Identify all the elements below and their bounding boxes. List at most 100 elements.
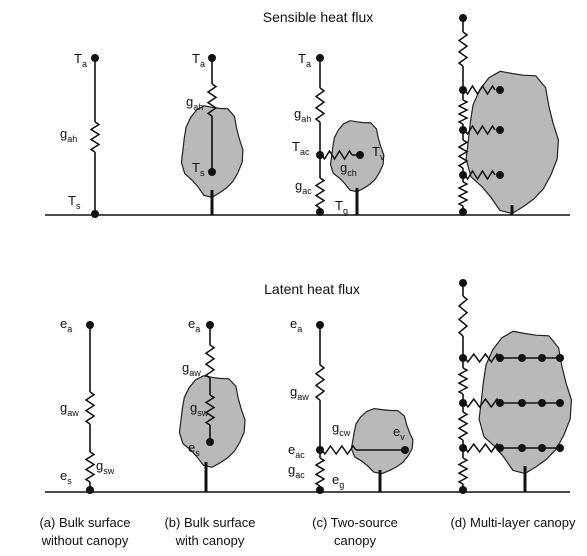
- resistor: [86, 452, 94, 482]
- resistor: [459, 412, 467, 440]
- label: eac: [288, 442, 305, 460]
- node: [538, 399, 546, 407]
- node: [316, 486, 324, 494]
- label-base: g: [294, 106, 301, 121]
- label: gaw: [60, 400, 79, 418]
- label-base: g: [340, 160, 347, 175]
- label-base: e: [332, 472, 339, 487]
- label: gcw: [332, 420, 351, 438]
- label: Tac: [292, 139, 310, 157]
- label-sub: sw: [103, 466, 115, 476]
- caption: canopy: [334, 533, 376, 548]
- node: [91, 210, 99, 218]
- label: Tg: [335, 198, 348, 216]
- label: gah: [60, 126, 77, 144]
- label-base: e: [188, 440, 195, 455]
- node: [316, 208, 324, 216]
- label-base: e: [60, 468, 67, 483]
- label-sub: ac: [302, 186, 312, 196]
- node: [459, 279, 467, 287]
- label-base: e: [188, 316, 195, 331]
- label-sub: ac: [300, 147, 310, 157]
- label-sub: s: [195, 448, 200, 458]
- label-sub: a: [306, 59, 311, 69]
- label-sub: v: [380, 152, 385, 162]
- label-base: T: [192, 160, 200, 175]
- resistor: [316, 178, 324, 208]
- label-sub: ah: [67, 134, 77, 144]
- node: [556, 354, 564, 362]
- label-sub: s: [76, 201, 81, 211]
- node: [356, 151, 364, 159]
- caption: (b) Bulk surface: [164, 515, 255, 530]
- node: [206, 438, 214, 446]
- label-sub: s: [67, 476, 72, 486]
- node: [518, 354, 526, 362]
- label-base: T: [68, 193, 76, 208]
- label: ea: [60, 316, 72, 334]
- label-sub: cw: [339, 428, 351, 438]
- label-sub: a: [200, 59, 205, 69]
- label: gah: [294, 106, 311, 124]
- label-base: g: [190, 400, 197, 415]
- resistor: [316, 365, 324, 400]
- resistor: [459, 458, 467, 484]
- label-sub: aw: [189, 368, 201, 378]
- label: gac: [288, 462, 305, 480]
- label-sub: g: [343, 206, 348, 216]
- label-base: T: [335, 198, 343, 213]
- label-base: g: [182, 360, 189, 375]
- node: [518, 399, 526, 407]
- resistor: [459, 296, 467, 336]
- label: gsw: [96, 458, 115, 476]
- caption: (a) Bulk surface: [39, 515, 130, 530]
- node: [496, 126, 504, 134]
- node: [538, 354, 546, 362]
- label-sub: a: [67, 324, 72, 334]
- label-sub: ch: [347, 168, 357, 178]
- label-sub: s: [200, 168, 205, 178]
- label: ea: [290, 316, 302, 334]
- caption: with canopy: [175, 533, 245, 548]
- label: gac: [295, 178, 312, 196]
- resistor: [459, 182, 467, 206]
- node: [496, 86, 504, 94]
- caption: without canopy: [41, 533, 129, 548]
- node: [496, 171, 504, 179]
- label-sub: ac: [295, 470, 305, 480]
- node: [496, 399, 504, 407]
- label: es: [60, 468, 72, 486]
- label-sub: a: [195, 324, 200, 334]
- canopy: [466, 71, 558, 213]
- node: [496, 444, 504, 452]
- node: [496, 354, 504, 362]
- label-base: g: [186, 94, 193, 109]
- resistor: [206, 345, 214, 378]
- label-sub: a: [297, 324, 302, 334]
- sensible-title: Sensible heat flux: [263, 9, 374, 25]
- label: gaw: [290, 384, 309, 402]
- resistor: [459, 140, 467, 168]
- label-sub: sw: [197, 408, 209, 418]
- node: [518, 444, 526, 452]
- label: ea: [188, 316, 200, 334]
- label-base: g: [332, 420, 339, 435]
- label: Ta: [298, 51, 311, 69]
- node: [86, 486, 94, 494]
- label-sub: ah: [193, 102, 203, 112]
- label: eg: [332, 472, 344, 490]
- label-base: e: [60, 316, 67, 331]
- node: [206, 321, 214, 329]
- label-base: g: [96, 458, 103, 473]
- label-base: T: [192, 51, 200, 66]
- resistor: [459, 100, 467, 124]
- caption: (d) Multi-layer canopy: [451, 515, 576, 530]
- resistor: [316, 88, 324, 122]
- node: [208, 54, 216, 62]
- label: Ts: [68, 193, 81, 211]
- node: [459, 208, 467, 216]
- label-base: g: [295, 178, 302, 193]
- diagram: Sensible heat flux Latent heat flux Taga…: [0, 0, 587, 556]
- node: [556, 399, 564, 407]
- caption: (c) Two-source: [312, 515, 398, 530]
